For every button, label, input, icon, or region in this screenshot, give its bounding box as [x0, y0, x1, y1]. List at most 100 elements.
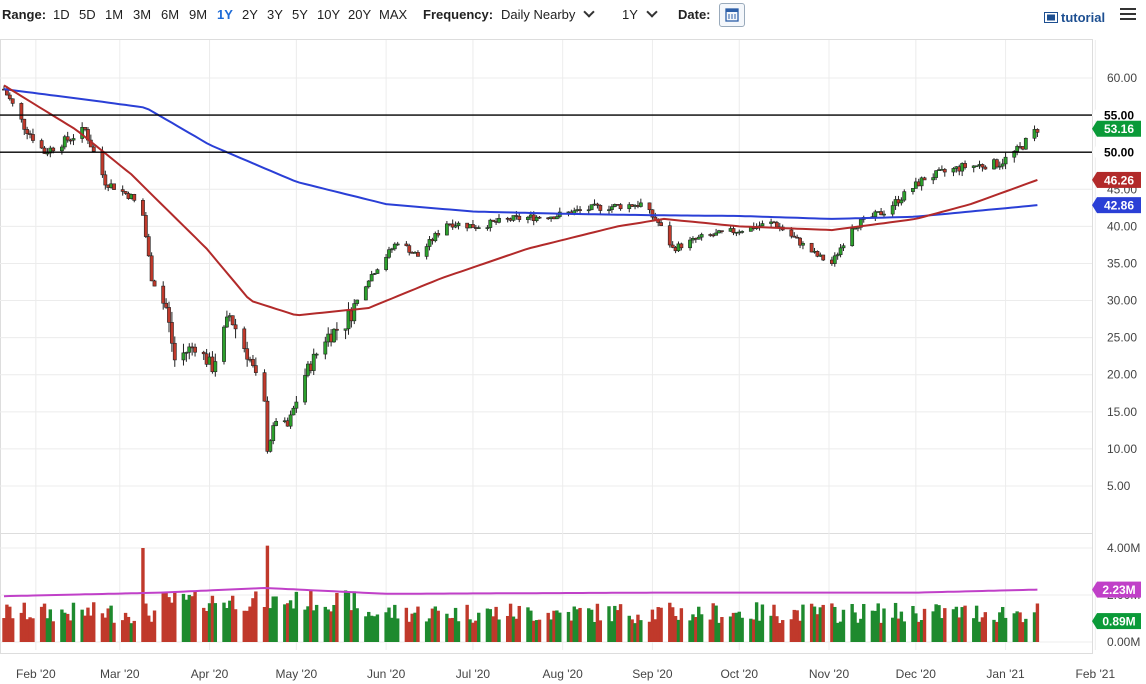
- volume-bar: [505, 615, 510, 642]
- volume-bar: [555, 610, 559, 642]
- volume-bar: [1032, 612, 1037, 642]
- candle-body: [65, 136, 70, 141]
- frequency-select[interactable]: Daily Nearby: [501, 6, 596, 22]
- candle-body: [517, 215, 522, 220]
- volume-bar: [170, 602, 174, 642]
- volume-bar: [274, 596, 278, 642]
- volume-bar: [943, 608, 947, 642]
- range-9m[interactable]: 9M: [189, 7, 208, 22]
- last-volume-label: 0.89M: [1102, 615, 1135, 629]
- range-max[interactable]: MAX: [379, 7, 408, 22]
- volume-bar: [708, 619, 713, 642]
- volume-bar: [1035, 603, 1040, 642]
- volume-bar: [42, 603, 47, 642]
- volume-bar: [251, 598, 255, 642]
- volume-bar: [636, 614, 640, 642]
- period-select[interactable]: 1Y: [622, 6, 658, 22]
- candle-body: [838, 247, 843, 255]
- ma-long-line: [3, 88, 1038, 220]
- volume-bar: [306, 606, 310, 642]
- volume-bar: [835, 622, 840, 642]
- volume-bar: [427, 618, 432, 642]
- volume-bar: [558, 612, 562, 642]
- volume-bar: [430, 608, 435, 642]
- candle-body: [699, 234, 704, 238]
- candle-body: [251, 359, 255, 366]
- candle-body: [740, 231, 745, 233]
- volume-bar: [210, 595, 215, 642]
- volume-bar: [147, 615, 151, 642]
- volume-bar: [569, 620, 574, 642]
- volume-bar: [789, 619, 794, 642]
- axes: 60.0055.0050.0045.0040.0035.0030.0025.00…: [16, 71, 1141, 681]
- candle-body: [161, 285, 166, 304]
- volume-bar: [896, 618, 901, 642]
- volume-bar: [549, 619, 553, 642]
- candle-body: [589, 204, 594, 211]
- volume-bar: [228, 600, 232, 642]
- candle-body: [719, 230, 724, 232]
- tutorial-label: tutorial: [1061, 10, 1106, 25]
- volume-bar: [740, 617, 744, 642]
- volume-bar: [754, 602, 759, 642]
- volume-bar: [1012, 613, 1016, 642]
- range-2y[interactable]: 2Y: [242, 7, 258, 22]
- range-1d[interactable]: 1D: [53, 7, 70, 22]
- price-tick-label: 25.00: [1107, 331, 1137, 345]
- volume-bar: [323, 606, 328, 642]
- volume-bar: [193, 590, 197, 642]
- volume-bar: [349, 610, 354, 642]
- range-5d[interactable]: 5D: [79, 7, 96, 22]
- volume-bar: [977, 621, 982, 642]
- candle-body: [149, 255, 154, 282]
- candle-body: [638, 202, 643, 207]
- volume-bar: [537, 619, 542, 642]
- range-6m[interactable]: 6M: [161, 7, 180, 22]
- volume-bar: [1000, 606, 1005, 642]
- volume-bar: [184, 599, 189, 642]
- menu-icon[interactable]: [1120, 8, 1136, 22]
- range-1y[interactable]: 1Y: [217, 7, 233, 22]
- volume-bar: [546, 612, 550, 642]
- volume-bar: [992, 619, 996, 642]
- chevron-down-icon: [583, 6, 596, 18]
- candle-body: [404, 243, 409, 246]
- ma-short-tag-pointer: [1092, 171, 1097, 188]
- candle-body: [395, 243, 400, 246]
- volume-bar: [364, 616, 368, 642]
- range-5y[interactable]: 5Y: [292, 7, 308, 22]
- candle-body: [164, 302, 169, 308]
- range-10y[interactable]: 10Y: [317, 7, 341, 22]
- tutorial-link[interactable]: tutorial: [1044, 10, 1105, 25]
- volume-bar: [86, 607, 90, 642]
- horizontal-line-tag: [1097, 107, 1141, 124]
- volume-bar: [343, 590, 348, 642]
- price-chart[interactable]: 60.0055.0050.0045.0040.0035.0030.0025.00…: [0, 30, 1146, 684]
- range-1m[interactable]: 1M: [105, 7, 124, 22]
- candle-body: [511, 215, 516, 221]
- volume-ma-label: 2.23M: [1102, 583, 1135, 597]
- candle-body: [835, 254, 840, 257]
- range-3y[interactable]: 3Y: [267, 7, 283, 22]
- volume-bar: [497, 619, 501, 642]
- candle-body: [366, 280, 371, 288]
- candle-body: [911, 188, 915, 192]
- candle-body: [271, 425, 276, 442]
- volume-bar: [283, 604, 287, 642]
- volume-bar: [31, 618, 35, 642]
- x-tick-label: Apr '20: [191, 667, 229, 681]
- candle-body: [253, 365, 258, 373]
- volume-ma-tag-pointer: [1092, 581, 1097, 598]
- candle-body: [488, 219, 493, 228]
- range-20y[interactable]: 20Y: [348, 7, 372, 22]
- calendar-button[interactable]: [719, 3, 745, 27]
- x-tick-label: Sep '20: [632, 667, 673, 681]
- frequency-value: Daily Nearby: [501, 7, 576, 22]
- volume-bar: [882, 608, 886, 642]
- candle-body: [1032, 129, 1037, 139]
- volume-bar: [780, 620, 785, 642]
- volume-bar: [592, 621, 597, 642]
- range-3m[interactable]: 3M: [133, 7, 152, 22]
- volume-bar: [911, 605, 915, 642]
- ma-short-label: 46.26: [1104, 173, 1134, 187]
